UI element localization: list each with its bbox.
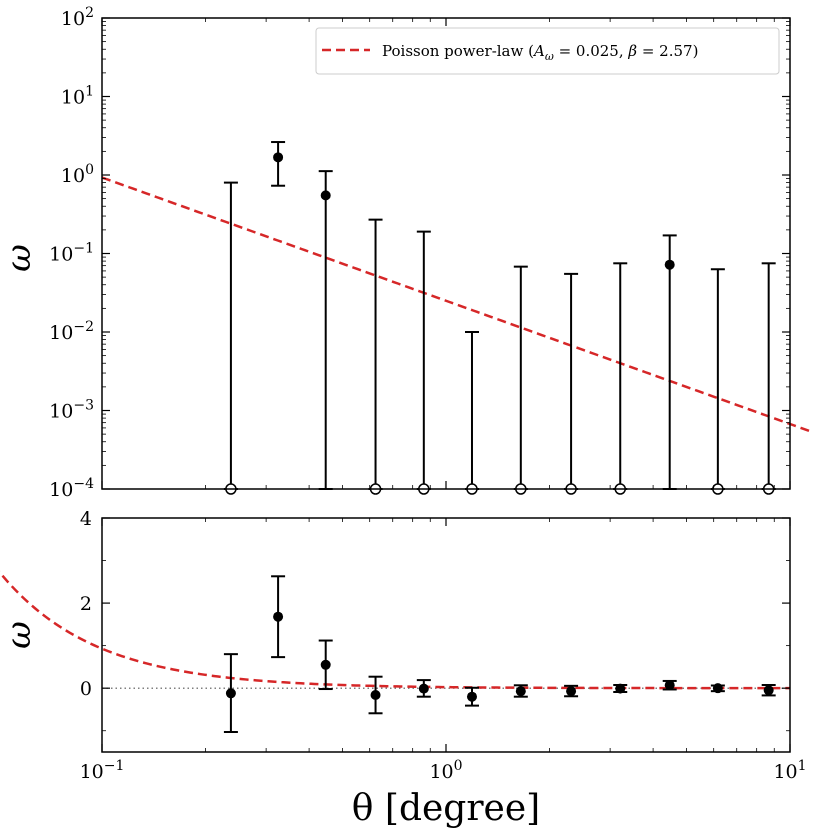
top-y-tick-label: 10−2 xyxy=(49,319,94,344)
bottom-data-point xyxy=(225,688,236,699)
bottom-y-tick-label: 0 xyxy=(80,678,92,700)
bottom-y-axis-label: ω xyxy=(0,621,39,649)
top-panel: 10−4 10−3 10−2 10−1 100 101 102 ω Poisson powe… xyxy=(0,5,813,501)
bottom-x-tick-label: 10−1 xyxy=(80,758,125,783)
top-data-point xyxy=(320,190,331,201)
legend-param-b: β xyxy=(627,42,637,60)
top-points-layer xyxy=(223,141,776,495)
top-model-curve xyxy=(101,176,813,434)
top-ticks-layer: 10−4 10−3 10−2 10−1 100 101 102 xyxy=(49,5,791,501)
legend-label-text: Poisson power-law xyxy=(382,42,523,60)
top-model-curve-layer xyxy=(101,176,813,434)
top-data-point xyxy=(664,259,675,270)
bottom-x-tick-label: 100 xyxy=(429,758,462,783)
x-axis-label: θ [degree] xyxy=(352,788,540,829)
bottom-data-point xyxy=(712,683,723,694)
top-y-tick-label: 100 xyxy=(61,162,94,187)
bottom-data-point xyxy=(466,691,477,702)
top-y-tick-label: 10−1 xyxy=(49,241,94,266)
bottom-y-tick-label: 4 xyxy=(80,508,92,530)
bottom-data-point xyxy=(763,685,774,696)
top-y-tick-label: 10−3 xyxy=(49,398,94,423)
legend-label: Poisson power-law (Aω = 0.025, β = 2.57) xyxy=(382,42,698,63)
bottom-model-curve-layer xyxy=(0,570,790,690)
legend-param-a: A xyxy=(532,42,545,60)
bottom-ticks-layer: 0 2 4 10−1 100 101 xyxy=(80,508,807,783)
legend-param-a-sub: ω xyxy=(545,50,554,63)
bottom-model-curve xyxy=(0,570,790,690)
bottom-data-point xyxy=(615,683,626,694)
bottom-y-tick-label: 2 xyxy=(80,593,92,615)
top-y-tick-label: 102 xyxy=(61,5,94,30)
bottom-data-point xyxy=(273,611,284,622)
bottom-data-point xyxy=(515,686,526,697)
top-y-axis-label: ω xyxy=(0,244,39,272)
top-y-tick-label: 10−4 xyxy=(49,476,94,501)
legend-box xyxy=(315,27,780,75)
legend-param-a-value: = 0.025, xyxy=(554,42,629,60)
bottom-panel: 0 2 4 10−1 100 101 ω θ [degree] xyxy=(0,508,807,829)
legend-param-b-value: = 2.57) xyxy=(637,42,698,60)
bottom-x-tick-label: 101 xyxy=(773,758,806,783)
bottom-data-point xyxy=(566,686,577,697)
top-plot-frame xyxy=(101,17,791,490)
bottom-data-point xyxy=(320,659,331,670)
top-data-point xyxy=(273,152,284,163)
top-y-tick-label: 101 xyxy=(61,84,94,109)
bottom-points-layer xyxy=(223,575,776,734)
bottom-plot-frame xyxy=(101,517,791,753)
bottom-data-point xyxy=(664,680,675,691)
legend: Poisson power-law (Aω = 0.025, β = 2.57) xyxy=(315,27,780,75)
bottom-data-point xyxy=(418,683,429,694)
bottom-data-point xyxy=(370,689,381,700)
